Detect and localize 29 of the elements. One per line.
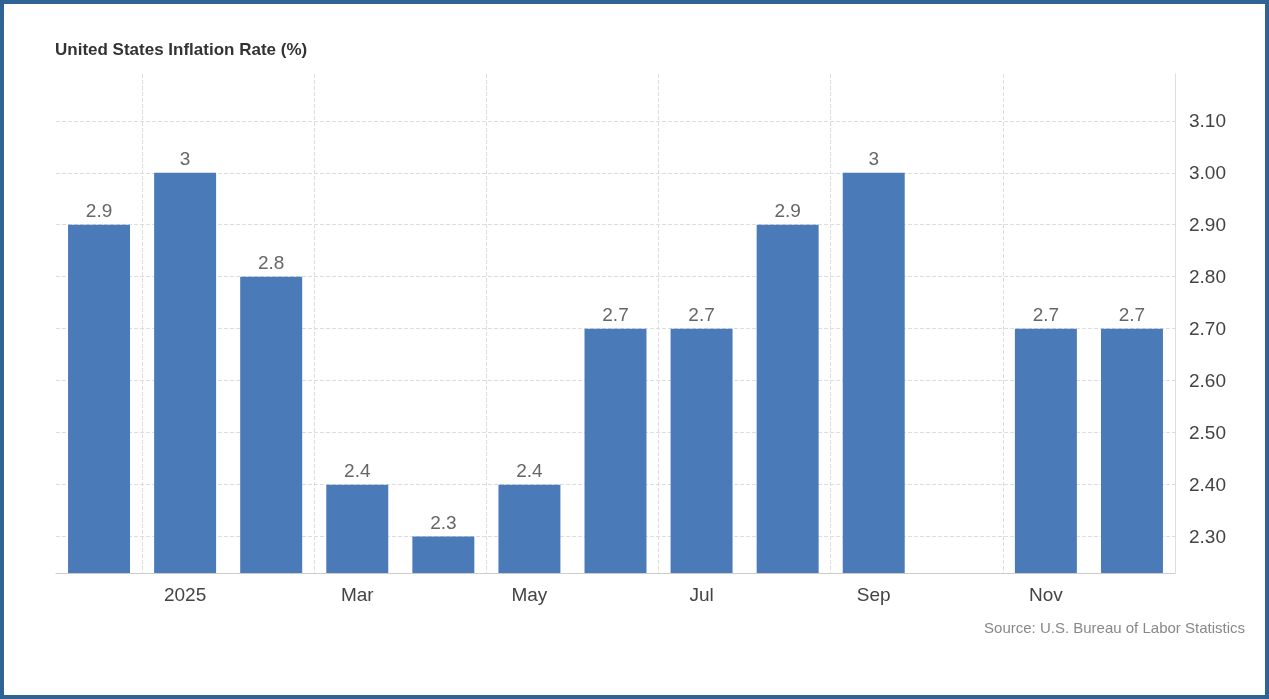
data-label: 2.4 [516,459,544,481]
data-label: 2.8 [257,251,285,273]
y-tick-label: 3.10 [1189,110,1226,132]
y-tick-label: 2.50 [1189,422,1226,444]
data-label: 3 [868,147,880,169]
data-label: 2.7 [602,303,629,325]
y-tick-label: 2.90 [1189,214,1226,236]
x-tick-label: 2025 [163,584,207,605]
data-label: 2.7 [1118,303,1146,325]
y-tick-label: 2.40 [1189,474,1226,496]
data-label: 2.3 [430,511,457,533]
data-label: 2.7 [1032,303,1060,325]
data-label: 3 [179,147,191,169]
y-tick-label: 2.70 [1189,318,1226,340]
x-tick-label: Mar [340,584,375,605]
y-tick-label: 2.80 [1189,266,1226,288]
data-label: 2.4 [344,459,371,481]
x-tick-label: Sep [856,584,891,605]
x-tick-label: Jul [689,584,714,605]
x-tick-label: May [511,584,548,605]
data-label: 2.9 [85,199,113,221]
y-tick-label: 2.30 [1189,526,1226,548]
data-label: 2.9 [774,199,801,221]
source-note: Source: U.S. Bureau of Labor Statistics [984,619,1246,636]
data-label: 2.7 [688,303,715,325]
x-tick-label: Nov [1028,584,1064,605]
y-tick-label: 3.00 [1189,162,1226,184]
chart-title: United States Inflation Rate (%) [55,40,308,59]
y-tick-label: 2.60 [1189,370,1226,392]
